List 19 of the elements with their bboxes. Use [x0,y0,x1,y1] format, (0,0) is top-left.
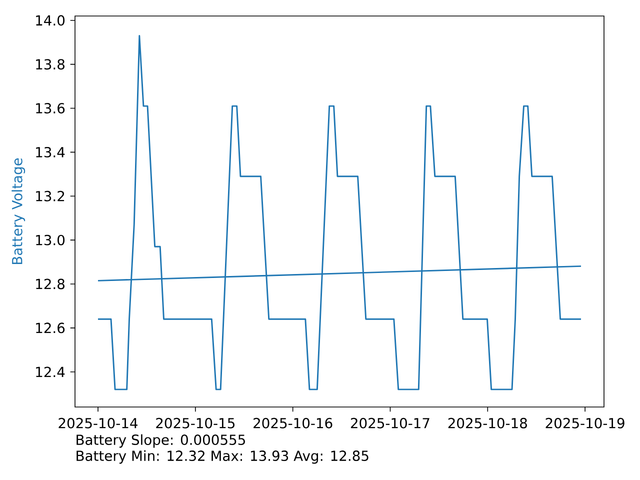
y-tick-label: 12.8 [36,278,64,290]
x-tick-label: 2025-10-19 [546,418,624,428]
y-tick-label: 13.8 [36,59,64,70]
y-tick-label: 13.0 [36,234,65,246]
y-tick-label: 12.4 [36,366,65,377]
text: Battery Slope: 0.000555 [76,434,245,448]
y-tick-label: 13.4 [36,146,65,158]
y-axis-title: Battery Voltage [12,158,26,264]
x-tick-label: 2025-10-14 [58,418,138,428]
x-tick-label: 2025-10-15 [156,418,234,428]
x-tick-label: 2025-10-16 [254,418,332,428]
y-tick-label: 13.2 [36,190,64,202]
y-tick-label: 13.6 [36,103,65,114]
x-tick-label: 2025-10-17 [350,418,430,428]
line-series [97,35,582,390]
text: Battery Min: 12.32 Max: 13.93 Avg: 12.85 [76,450,368,464]
y-tick-label: 14.0 [36,15,65,26]
x-tick-label: 2025-10-18 [448,418,527,428]
y-tick-label: 12.6 [36,322,65,334]
